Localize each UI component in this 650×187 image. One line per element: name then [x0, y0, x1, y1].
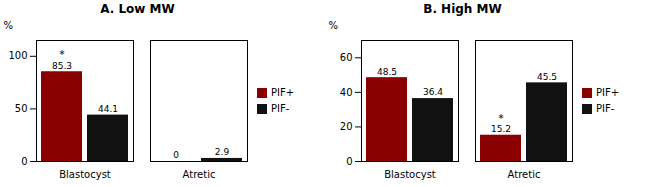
svg-text:20: 20 — [340, 121, 353, 132]
svg-text:15.2: 15.2 — [491, 124, 511, 134]
svg-text:44.1: 44.1 — [98, 104, 118, 114]
svg-text:60: 60 — [340, 52, 353, 63]
svg-text:100: 100 — [8, 50, 27, 61]
svg-text:*: * — [59, 48, 65, 61]
svg-text:0: 0 — [21, 156, 27, 167]
html-text:PIF+: PIF+ — [271, 87, 295, 98]
svg-text:36.4: 36.4 — [423, 87, 443, 97]
svg-text:Atretic: Atretic — [508, 169, 541, 180]
svg-text:2.9: 2.9 — [215, 147, 230, 157]
svg-text:%: % — [4, 20, 14, 31]
svg-text:40: 40 — [340, 87, 353, 98]
svg-text:50: 50 — [15, 103, 28, 114]
svg-text:45.5: 45.5 — [537, 72, 557, 82]
svg-text:85.3: 85.3 — [52, 61, 72, 71]
html-text:PIF+: PIF+ — [596, 87, 620, 98]
svg-text:Blastocyst: Blastocyst — [384, 169, 436, 180]
html-text:PIF-: PIF- — [271, 103, 290, 114]
svg-text:Blastocyst: Blastocyst — [59, 169, 111, 180]
html-text:PIF-: PIF- — [596, 103, 615, 114]
svg-text:*: * — [498, 112, 504, 125]
svg-text:0: 0 — [346, 156, 352, 167]
svg-text:Atretic: Atretic — [183, 169, 216, 180]
html-text:A. Low MW: A. Low MW — [100, 2, 175, 16]
html-text:B. High MW: B. High MW — [423, 2, 502, 16]
svg-text:48.5: 48.5 — [377, 67, 397, 77]
svg-text:%: % — [329, 20, 339, 31]
svg-text:0: 0 — [173, 150, 179, 160]
